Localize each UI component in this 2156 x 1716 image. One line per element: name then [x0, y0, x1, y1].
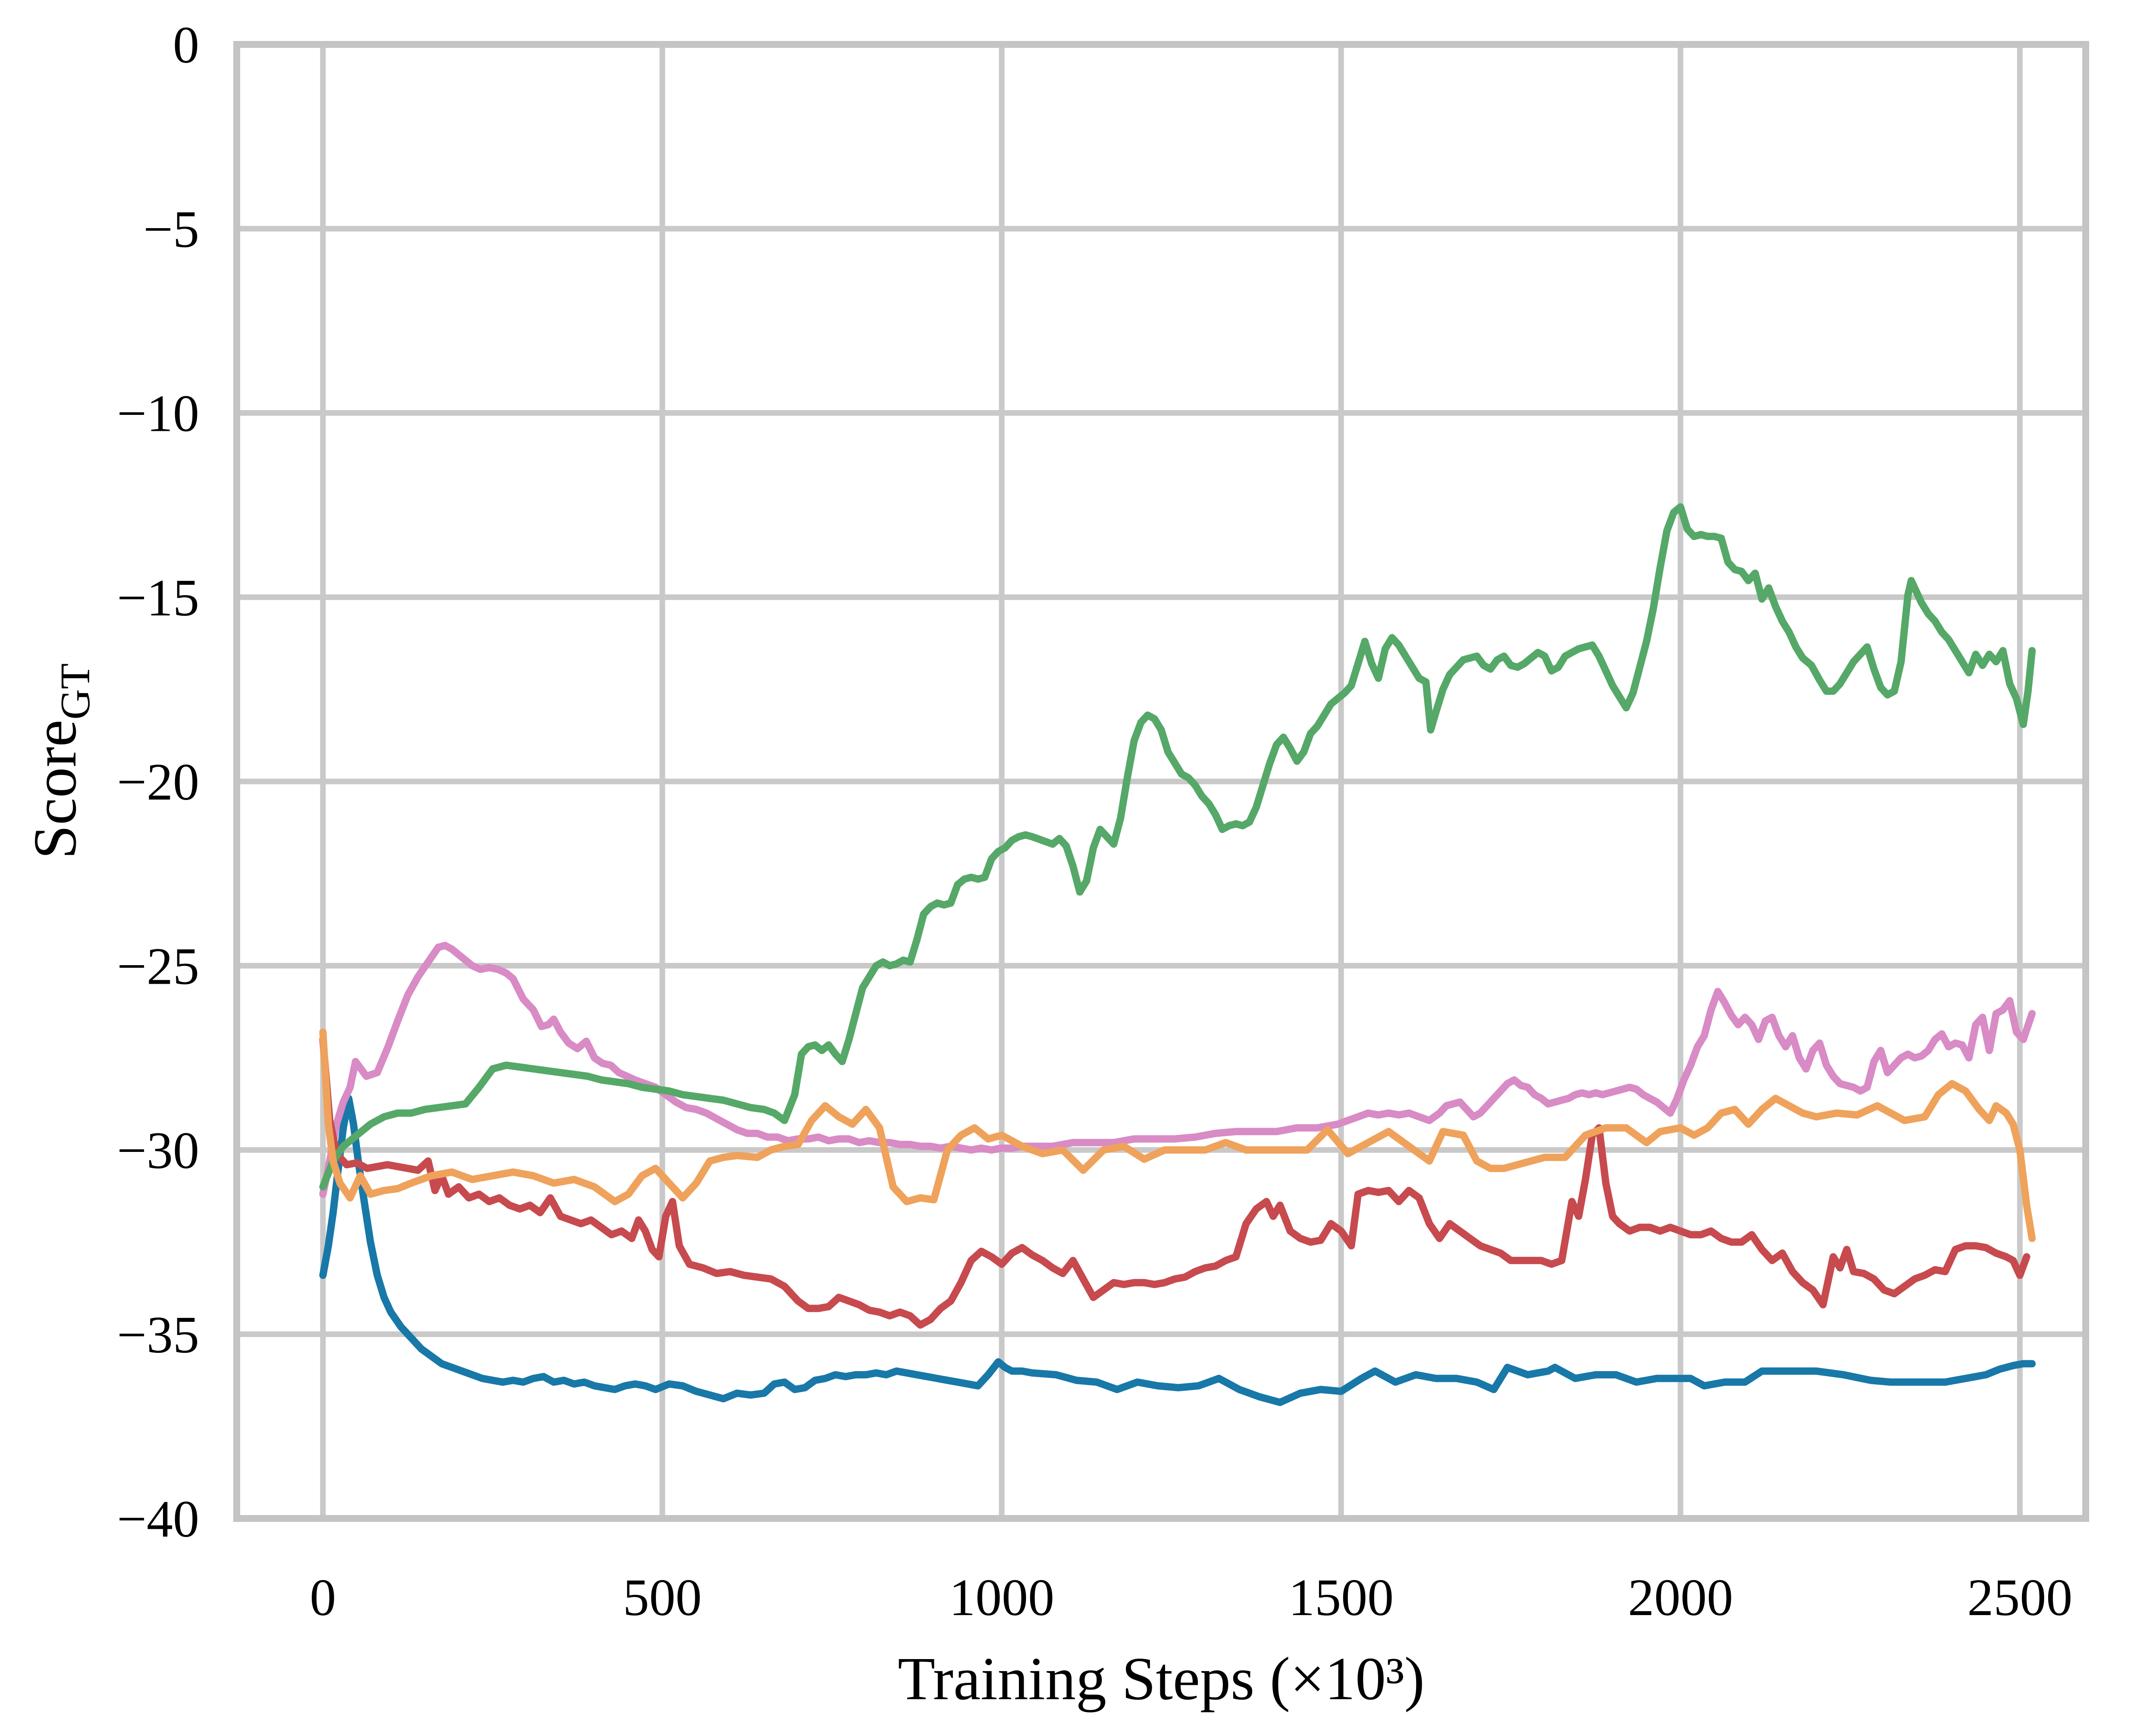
- y-tick-label-0: 0: [173, 16, 199, 74]
- y-tick-label-−20: −20: [117, 753, 199, 811]
- x-tick-labels: 0 500 1000 1500 2000 2500: [310, 1569, 2072, 1627]
- y-axis-label-subscript: GT: [52, 663, 99, 720]
- x-tick-label-500: 500: [623, 1569, 702, 1627]
- series-line-SPN: [319, 503, 2036, 1191]
- series-line-SN: [319, 1035, 2031, 1329]
- data-series: [319, 503, 2036, 1406]
- y-tick-label-−15: −15: [117, 569, 199, 627]
- x-tick-label-2500: 2500: [1967, 1569, 2072, 1627]
- y-tick-label-−10: −10: [117, 385, 199, 443]
- axes-spines: [233, 41, 2089, 1522]
- x-tick-label-1500: 1500: [1288, 1569, 1394, 1627]
- x-axis-label: Training Steps (×10³): [898, 1644, 1425, 1713]
- x-tick-label-2000: 2000: [1628, 1569, 1733, 1627]
- y-tick-label-−35: −35: [117, 1306, 199, 1364]
- series-line-SP: [319, 941, 2036, 1198]
- x-tick-label-0: 0: [310, 1569, 336, 1627]
- y-axis-label: ScoreGT: [21, 663, 99, 859]
- y-tick-label-−40: −40: [117, 1490, 199, 1548]
- y-tick-label-−25: −25: [117, 937, 199, 995]
- y-tick-label-−5: −5: [143, 200, 199, 258]
- series-line-CDN: [319, 1028, 2036, 1242]
- y-axis-label-main: Score: [21, 720, 89, 859]
- y-tick-labels: 0 −5 −10 −15 −20 −25 −30 −35 −40: [117, 16, 199, 1548]
- plot-border: [233, 41, 2089, 1522]
- gridlines: [237, 41, 2086, 1521]
- series-line-DN: [319, 1095, 2036, 1406]
- x-tick-label-1000: 1000: [949, 1569, 1054, 1627]
- y-tick-label-−30: −30: [117, 1122, 199, 1180]
